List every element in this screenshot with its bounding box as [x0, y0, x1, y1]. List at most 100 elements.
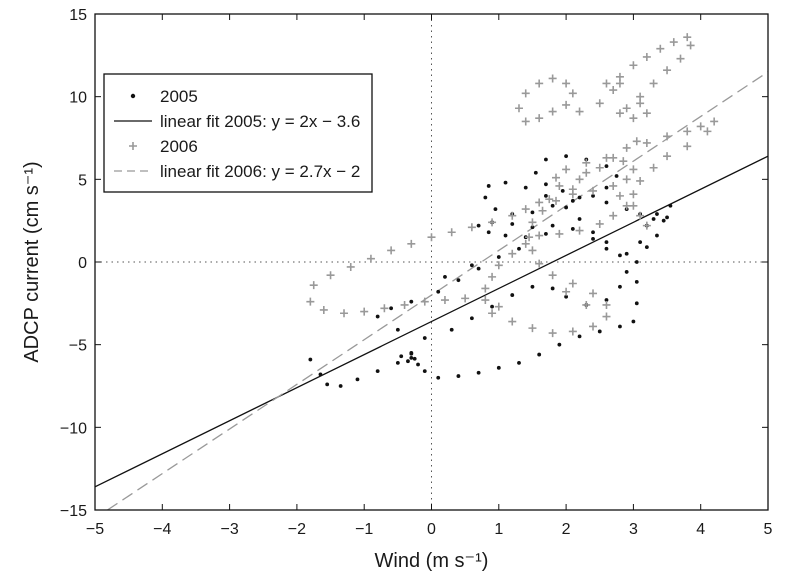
point-2006 [319, 305, 328, 314]
point-2006 [669, 38, 678, 47]
point-2005 [624, 270, 629, 274]
point-2005 [456, 278, 461, 283]
point-2006 [494, 261, 503, 270]
legend-entry-2005: 2005 [130, 87, 198, 106]
point-2006 [710, 117, 719, 126]
x-tick-label: 2 [562, 521, 571, 538]
point-2005 [564, 205, 568, 210]
point-2005 [486, 230, 491, 235]
fit-line-2005 [94, 155, 769, 488]
point-2005 [591, 236, 595, 241]
point-2005 [530, 225, 535, 230]
point-2005 [614, 174, 619, 178]
point-2006 [642, 109, 651, 118]
point-2005 [604, 164, 609, 169]
point-2006 [562, 79, 571, 88]
point-2006 [555, 229, 564, 238]
point-2006 [538, 206, 547, 215]
point-2005 [544, 193, 548, 198]
point-2005 [496, 255, 501, 259]
point-2005 [550, 203, 555, 208]
point-2005 [634, 260, 639, 264]
point-2005 [560, 189, 565, 193]
y-tick-label: 10 [69, 90, 87, 107]
point-2005 [530, 210, 535, 215]
point-2005 [577, 195, 582, 200]
point-2006 [595, 99, 604, 108]
point-2005 [604, 246, 609, 251]
point-2006 [427, 233, 436, 242]
point-2006 [535, 79, 544, 88]
x-tick-label: −4 [153, 521, 171, 538]
point-2005 [597, 329, 602, 334]
point-2006 [609, 211, 618, 220]
point-2006 [609, 153, 618, 162]
point-2006 [615, 191, 624, 200]
point-2005 [655, 212, 659, 216]
point-2005 [624, 251, 629, 256]
point-2005 [517, 246, 521, 251]
x-axis-ticks: −5 −4 −3 −2 −1 0 1 2 3 4 5 [86, 14, 773, 538]
point-2005 [422, 369, 427, 374]
legend-box [103, 73, 373, 193]
point-2005 [503, 233, 508, 238]
point-2005 [308, 357, 313, 362]
point-2005 [318, 372, 323, 377]
point-2006 [360, 307, 369, 316]
point-2005 [510, 222, 515, 226]
legend: 2005 linear fit 2005: y = 2x − 3.6 2006 … [103, 73, 373, 193]
point-2005 [443, 274, 447, 279]
point-2006 [663, 132, 672, 141]
x-tick-label: 3 [629, 521, 638, 538]
point-2005 [422, 336, 427, 340]
point-2005 [537, 352, 542, 357]
y-tick-label: 0 [78, 255, 87, 272]
point-2006 [562, 100, 571, 109]
point-2006 [525, 233, 534, 242]
point-2006 [521, 117, 530, 126]
point-2006 [595, 219, 604, 228]
point-2006 [615, 109, 624, 118]
point-2006 [548, 329, 557, 338]
point-2005 [544, 182, 548, 187]
point-2005 [604, 185, 609, 190]
zero-reference-lines [95, 14, 768, 510]
point-2006 [521, 239, 530, 248]
x-tick-label: −5 [86, 521, 104, 538]
point-2005 [355, 377, 360, 382]
point-2005 [591, 193, 595, 198]
point-2006 [575, 175, 584, 184]
point-2006 [622, 143, 631, 152]
point-2005 [570, 227, 575, 231]
point-2006 [562, 287, 571, 296]
point-2005 [604, 240, 609, 245]
series-2005-points [308, 154, 673, 388]
point-2006 [494, 302, 503, 311]
point-2006 [602, 300, 611, 309]
y-tick-label: 5 [78, 172, 87, 189]
point-2005 [550, 223, 555, 228]
point-2005 [634, 301, 639, 306]
point-2006 [615, 79, 624, 88]
point-2005 [436, 375, 441, 380]
point-2005 [456, 374, 461, 378]
legend-label: 2005 [160, 87, 198, 106]
point-2006 [595, 163, 604, 172]
y-tick-label: −15 [60, 503, 87, 520]
point-2006 [380, 304, 389, 313]
point-2005 [618, 284, 622, 289]
point-2006 [440, 296, 449, 305]
point-2006 [562, 165, 571, 174]
point-2006 [676, 54, 685, 63]
point-2006 [575, 226, 584, 235]
x-tick-label: 4 [696, 521, 705, 538]
point-2005 [395, 327, 400, 332]
point-2006 [309, 281, 318, 290]
point-2006 [568, 185, 577, 194]
x-tick-label: 5 [764, 521, 773, 538]
point-2005 [668, 203, 673, 208]
point-2005 [604, 298, 609, 302]
point-2006 [703, 127, 712, 136]
point-2006 [622, 201, 631, 210]
point-2005 [533, 170, 538, 175]
